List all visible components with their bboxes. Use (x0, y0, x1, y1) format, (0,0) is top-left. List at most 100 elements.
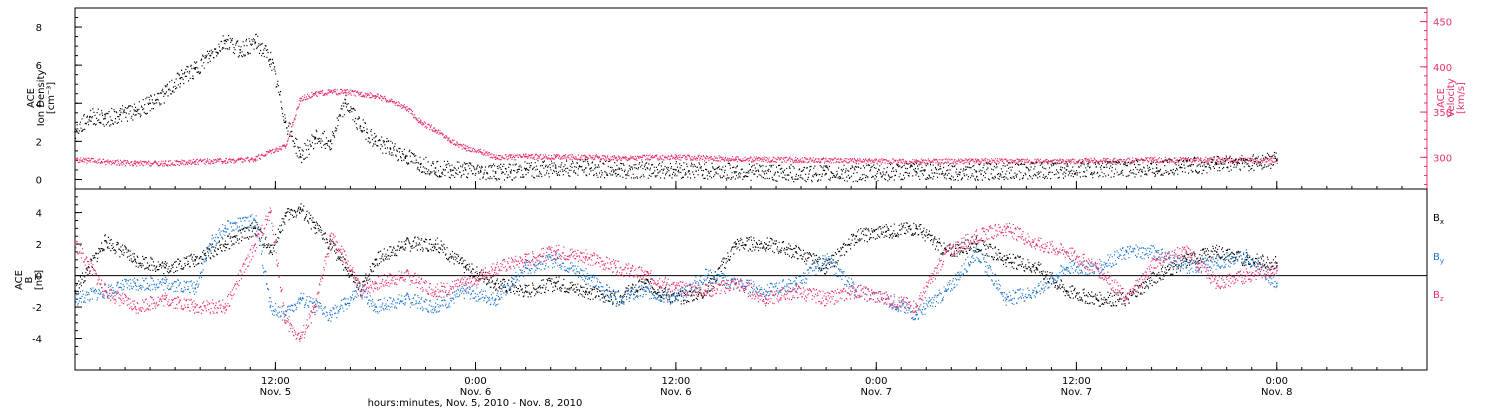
bz-point (524, 258, 527, 261)
by-point (1005, 298, 1008, 301)
bz-point (554, 251, 557, 253)
by-point (269, 306, 272, 308)
density-tick-label: 8 (36, 23, 42, 34)
velocity-point (284, 145, 287, 148)
by-point (74, 298, 76, 301)
velocity-point (1155, 159, 1158, 161)
velocity-point (975, 160, 978, 162)
bx-point (194, 258, 197, 261)
bz-point (284, 321, 287, 324)
bx-point (434, 243, 437, 246)
velocity-point (509, 156, 512, 159)
by-point (1035, 290, 1038, 293)
by-point (1215, 262, 1218, 264)
density-point (735, 171, 737, 173)
density-point (464, 169, 467, 171)
bx-point (464, 266, 467, 269)
x-tick-date: Nov. 6 (660, 387, 691, 398)
velocity-point (614, 157, 617, 160)
bz-point (1035, 243, 1038, 246)
velocity-point (314, 93, 317, 95)
x-axis-title: hours:minutes, Nov. 5, 2010 - Nov. 8, 20… (368, 398, 583, 409)
bz-point (975, 235, 978, 238)
velocity-point (795, 159, 797, 161)
density-point (675, 169, 677, 171)
field-tick-label: 4 (36, 209, 42, 220)
bx-point (224, 243, 227, 246)
bx-point (254, 227, 257, 230)
velocity-point (464, 147, 467, 150)
bz-point (1245, 274, 1248, 277)
field-axis-title-line: B (24, 276, 35, 283)
density-point (299, 155, 302, 158)
by-point (1245, 255, 1248, 258)
by-point (825, 258, 827, 261)
bz-point (915, 306, 918, 308)
by-point (224, 227, 227, 230)
bz-point (765, 298, 767, 301)
by-point (464, 290, 467, 293)
density-point (614, 169, 617, 171)
velocity-axis-title: ACEVelocity[km/s] (1436, 78, 1467, 117)
x-tick-time: 12:00 (1062, 376, 1091, 387)
density-point (494, 171, 497, 173)
by-point (584, 274, 587, 277)
by-point (374, 306, 377, 308)
bx-point (164, 266, 167, 269)
density-point (284, 121, 287, 124)
by-point (524, 266, 527, 269)
x-tick-date: Nov. 5 (260, 387, 291, 398)
bz-point (329, 235, 332, 238)
density-point (209, 54, 212, 57)
bx-point (1245, 258, 1248, 261)
density-point (74, 130, 76, 133)
density-point (194, 68, 197, 70)
bx-point (1155, 274, 1158, 277)
velocity-point (524, 155, 527, 158)
legend-Bz-subscript: z (1440, 295, 1444, 303)
velocity-point (1095, 160, 1098, 162)
density-point (179, 77, 182, 80)
bz-point (164, 298, 167, 301)
by-point (494, 298, 497, 301)
by-point (209, 243, 212, 246)
bz-point (614, 266, 617, 269)
bz-point (404, 274, 407, 277)
x-tick-date: Nov. 7 (1061, 387, 1092, 398)
density-point (524, 169, 527, 171)
density-point (239, 49, 242, 51)
by-point (1185, 266, 1188, 269)
bx-point (374, 258, 377, 261)
velocity-point (915, 160, 918, 163)
velocity-point (584, 156, 587, 159)
velocity-point (254, 158, 257, 161)
field-tick-label: 0 (36, 272, 42, 283)
density-point (359, 125, 362, 127)
density-point (1275, 159, 1278, 162)
velocity-tick-label: 400 (1433, 63, 1452, 74)
density-point (224, 39, 227, 42)
bz-point (825, 298, 827, 301)
density-point (389, 148, 392, 150)
density-point (344, 102, 347, 105)
by-point (945, 290, 948, 293)
bz-point (1095, 266, 1098, 269)
bz-point (945, 251, 948, 253)
legend-Bx: Bx (1433, 213, 1444, 226)
density-point (825, 172, 827, 175)
velocity-point (389, 100, 392, 103)
density-point (104, 117, 106, 120)
density-points (75, 33, 1278, 183)
bz-point (374, 282, 377, 285)
density-axis-title-line: Ion Density (36, 70, 47, 127)
velocity-tick-label: 350 (1433, 108, 1452, 119)
bx-point (885, 230, 888, 233)
bz-point (224, 306, 227, 308)
velocity-point (855, 160, 858, 162)
density-point (329, 140, 332, 143)
field-axis-title-line: ACE (14, 270, 25, 290)
bx-point (74, 290, 76, 293)
bz-point (314, 306, 317, 308)
legend-Bx-subscript: x (1440, 218, 1444, 226)
